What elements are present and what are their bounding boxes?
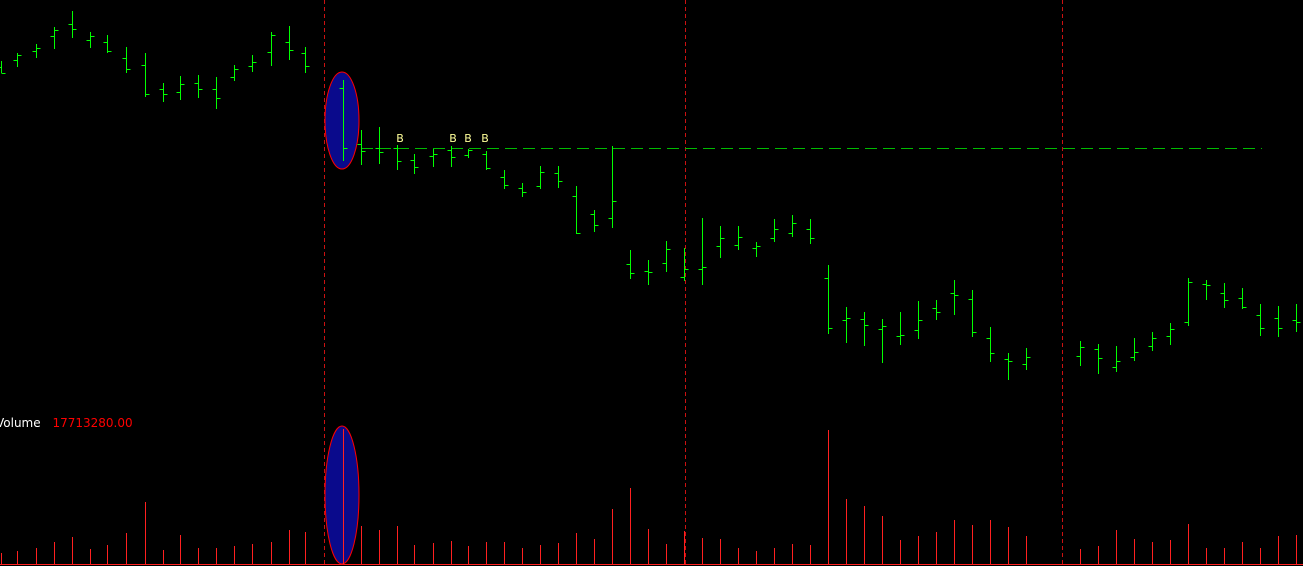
- session-dividers: [324, 0, 1063, 566]
- highlight-markers: [324, 71, 360, 565]
- volume-value: 17713280.00: [52, 416, 133, 430]
- price-bars: [0, 11, 1301, 380]
- reference-line-group: [0, 148, 1303, 565]
- volume-bars: [1, 429, 1297, 564]
- volume-highlight-ellipse: [324, 425, 360, 565]
- volume-readout: Volume 17713280.00: [0, 416, 133, 430]
- volume-title: Volume: [0, 416, 41, 430]
- signal-label: B: [449, 132, 457, 145]
- signal-label: B: [464, 132, 472, 145]
- signal-label: B: [481, 132, 489, 145]
- signal-label: B: [396, 132, 404, 145]
- price-highlight-ellipse: [324, 71, 360, 170]
